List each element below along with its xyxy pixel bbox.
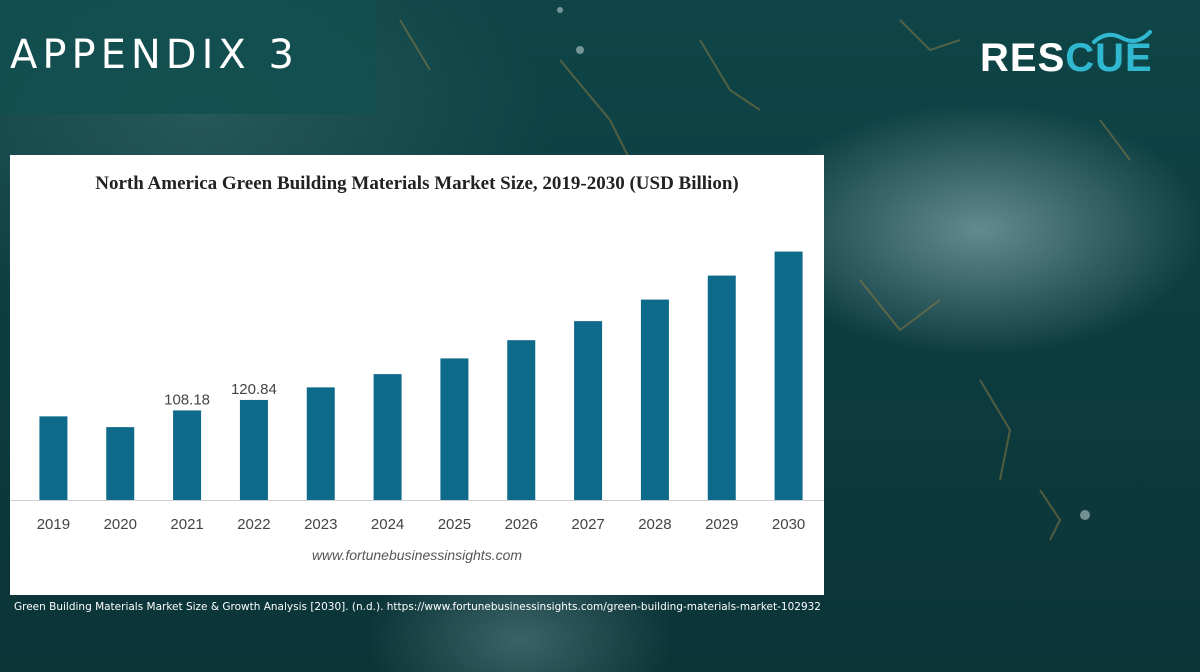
- bar-2028: [640, 299, 669, 500]
- title-panel: APPENDIX 3: [0, 0, 376, 114]
- bar-2030: [774, 251, 803, 500]
- x-tick-label-2030: 2030: [772, 516, 805, 533]
- slide-title: APPENDIX 3: [10, 32, 299, 78]
- logo-text-part-a: RES: [980, 36, 1066, 80]
- x-tick-label-2029: 2029: [705, 516, 738, 533]
- wave-icon: [1092, 30, 1152, 44]
- bar-2023: [306, 387, 335, 500]
- data-label-2022: 120.84: [231, 381, 277, 398]
- chart-source: www.fortunebusinessinsights.com: [311, 547, 523, 563]
- bar-2021: [173, 410, 202, 500]
- x-tick-label-2023: 2023: [304, 516, 337, 533]
- x-tick-label-2027: 2027: [571, 516, 604, 533]
- bar-2024: [373, 374, 402, 500]
- x-tick-label-2028: 2028: [638, 516, 671, 533]
- bar-2029: [707, 275, 736, 500]
- x-tick-label-2019: 2019: [37, 516, 70, 533]
- bar-2019: [39, 416, 68, 500]
- bar-2025: [440, 358, 469, 500]
- data-label-2021: 108.18: [164, 391, 210, 408]
- bar-2026: [507, 340, 536, 500]
- x-tick-label-2022: 2022: [237, 516, 270, 533]
- logo-text-part-b: CUE: [1065, 36, 1153, 80]
- chart-title: North America Green Building Materials M…: [95, 173, 739, 194]
- bar-2022: [239, 399, 268, 500]
- logo-text: RESCUE: [980, 36, 1153, 81]
- bar-2027: [574, 321, 603, 500]
- rescue-logo: RESCUE: [980, 28, 1160, 88]
- x-tick-label-2024: 2024: [371, 516, 404, 533]
- x-tick-label-2025: 2025: [438, 516, 471, 533]
- bar-2020: [106, 427, 135, 500]
- bar-chart: 2019 2020 2021 108.18 2022 120.84 2023 2024 2025…: [10, 251, 824, 533]
- citation-text: Green Building Materials Market Size & G…: [14, 601, 821, 613]
- x-tick-label-2026: 2026: [505, 516, 538, 533]
- x-tick-label-2021: 2021: [170, 516, 203, 533]
- x-tick-label-2020: 2020: [104, 516, 137, 533]
- chart-card: North America Green Building Materials M…: [10, 155, 824, 595]
